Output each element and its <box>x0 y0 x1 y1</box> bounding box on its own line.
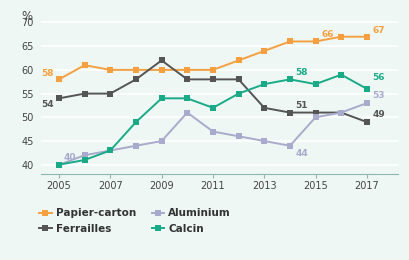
Text: 67: 67 <box>371 26 384 35</box>
Line: Papier-carton: Papier-carton <box>56 34 369 82</box>
Aluminium <box>159 139 164 142</box>
Aluminium <box>56 163 61 166</box>
Text: 51: 51 <box>295 101 307 110</box>
Text: 54: 54 <box>40 100 53 109</box>
Text: 56: 56 <box>371 73 384 82</box>
Ferrailles <box>133 78 138 81</box>
Papier-carton <box>338 35 343 38</box>
Ferrailles <box>210 78 215 81</box>
Papier-carton <box>287 40 292 43</box>
Ferrailles <box>312 111 317 114</box>
Ferrailles <box>56 97 61 100</box>
Ferrailles <box>159 59 164 62</box>
Aluminium <box>184 111 189 114</box>
Ferrailles <box>236 78 240 81</box>
Aluminium <box>312 116 317 119</box>
Ferrailles <box>108 92 112 95</box>
Calcin <box>108 149 112 152</box>
Papier-carton <box>82 64 87 67</box>
Papier-carton <box>261 49 266 53</box>
Y-axis label: %: % <box>21 10 32 23</box>
Calcin <box>210 106 215 109</box>
Calcin <box>338 73 343 76</box>
Ferrailles <box>338 111 343 114</box>
Text: 44: 44 <box>295 149 308 158</box>
Calcin <box>261 83 266 86</box>
Aluminium <box>261 139 266 142</box>
Papier-carton <box>56 78 61 81</box>
Text: 58: 58 <box>41 69 53 78</box>
Calcin <box>133 120 138 124</box>
Aluminium <box>287 144 292 147</box>
Ferrailles <box>287 111 292 114</box>
Papier-carton <box>312 40 317 43</box>
Aluminium <box>108 149 112 152</box>
Aluminium <box>133 144 138 147</box>
Line: Aluminium: Aluminium <box>56 100 369 168</box>
Text: 58: 58 <box>295 68 307 77</box>
Papier-carton <box>364 35 369 38</box>
Calcin <box>287 78 292 81</box>
Line: Ferrailles: Ferrailles <box>56 57 369 125</box>
Text: 53: 53 <box>371 91 384 100</box>
Papier-carton <box>159 68 164 72</box>
Ferrailles <box>82 92 87 95</box>
Aluminium <box>338 111 343 114</box>
Ferrailles <box>261 106 266 109</box>
Calcin <box>364 87 369 90</box>
Papier-carton <box>133 68 138 72</box>
Aluminium <box>210 130 215 133</box>
Text: 66: 66 <box>320 30 333 39</box>
Calcin <box>236 92 240 95</box>
Legend: Papier-carton, Ferrailles, Aluminium, Calcin: Papier-carton, Ferrailles, Aluminium, Ca… <box>39 209 230 234</box>
Ferrailles <box>364 120 369 124</box>
Calcin <box>56 163 61 166</box>
Aluminium <box>236 135 240 138</box>
Calcin <box>159 97 164 100</box>
Papier-carton <box>210 68 215 72</box>
Papier-carton <box>184 68 189 72</box>
Text: 49: 49 <box>371 110 384 119</box>
Aluminium <box>364 101 369 105</box>
Aluminium <box>82 154 87 157</box>
Calcin <box>312 83 317 86</box>
Line: Calcin: Calcin <box>56 72 369 168</box>
Calcin <box>82 158 87 161</box>
Ferrailles <box>184 78 189 81</box>
Text: 40: 40 <box>63 153 75 162</box>
Calcin <box>184 97 189 100</box>
Papier-carton <box>236 59 240 62</box>
Papier-carton <box>108 68 112 72</box>
